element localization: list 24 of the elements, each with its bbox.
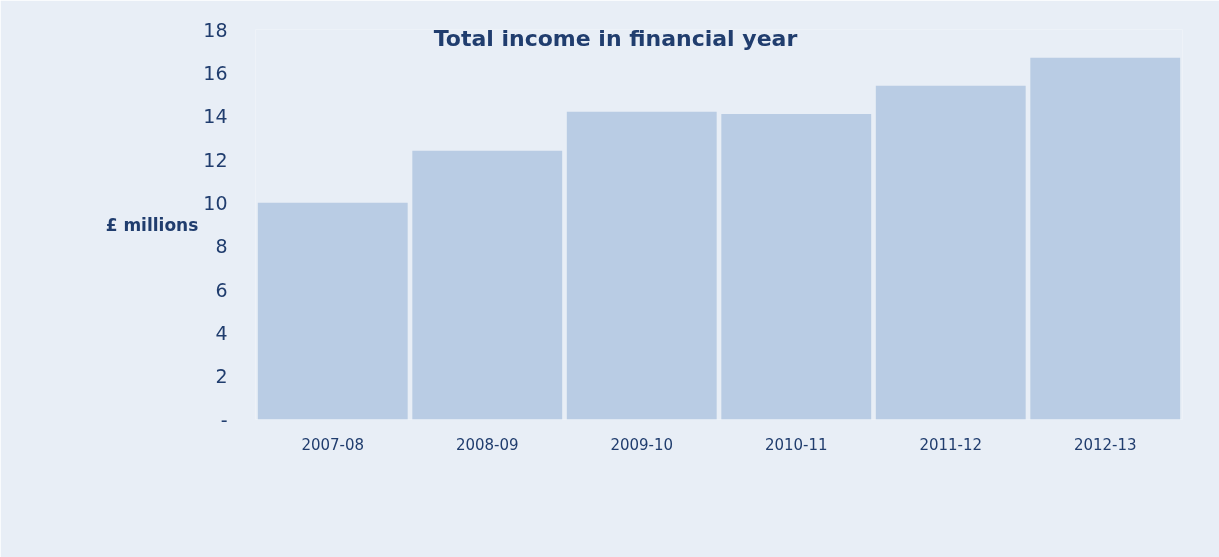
bar	[721, 114, 872, 420]
x-tick-label: 2007-08	[301, 435, 365, 454]
y-tick-label: 6	[215, 278, 228, 301]
bar	[875, 85, 1026, 420]
y-tick-label: 14	[203, 105, 228, 128]
y-tick-label: 16	[203, 61, 228, 84]
x-tick-label: 2010-11	[764, 435, 828, 454]
y-tick-label: 4	[215, 321, 228, 344]
y-tick-label: 2	[215, 365, 228, 388]
bar	[257, 202, 408, 420]
y-tick-label: 10	[203, 191, 228, 214]
y-axis-title: £ millions	[105, 214, 199, 235]
bar	[412, 150, 563, 420]
bar	[1030, 57, 1181, 420]
bar	[566, 111, 717, 420]
x-tick-label: 2009-10	[610, 435, 674, 454]
y-tick-label: -	[220, 408, 228, 431]
x-tick-label: 2008-09	[455, 435, 519, 454]
chart-title: Total income in financial year	[433, 25, 798, 51]
y-tick-label: 12	[203, 148, 228, 171]
x-tick-label: 2011-12	[919, 435, 983, 454]
y-tick-label: 8	[215, 235, 228, 258]
x-tick-label: 2012-13	[1073, 435, 1137, 454]
y-tick-label: 18	[203, 18, 228, 41]
